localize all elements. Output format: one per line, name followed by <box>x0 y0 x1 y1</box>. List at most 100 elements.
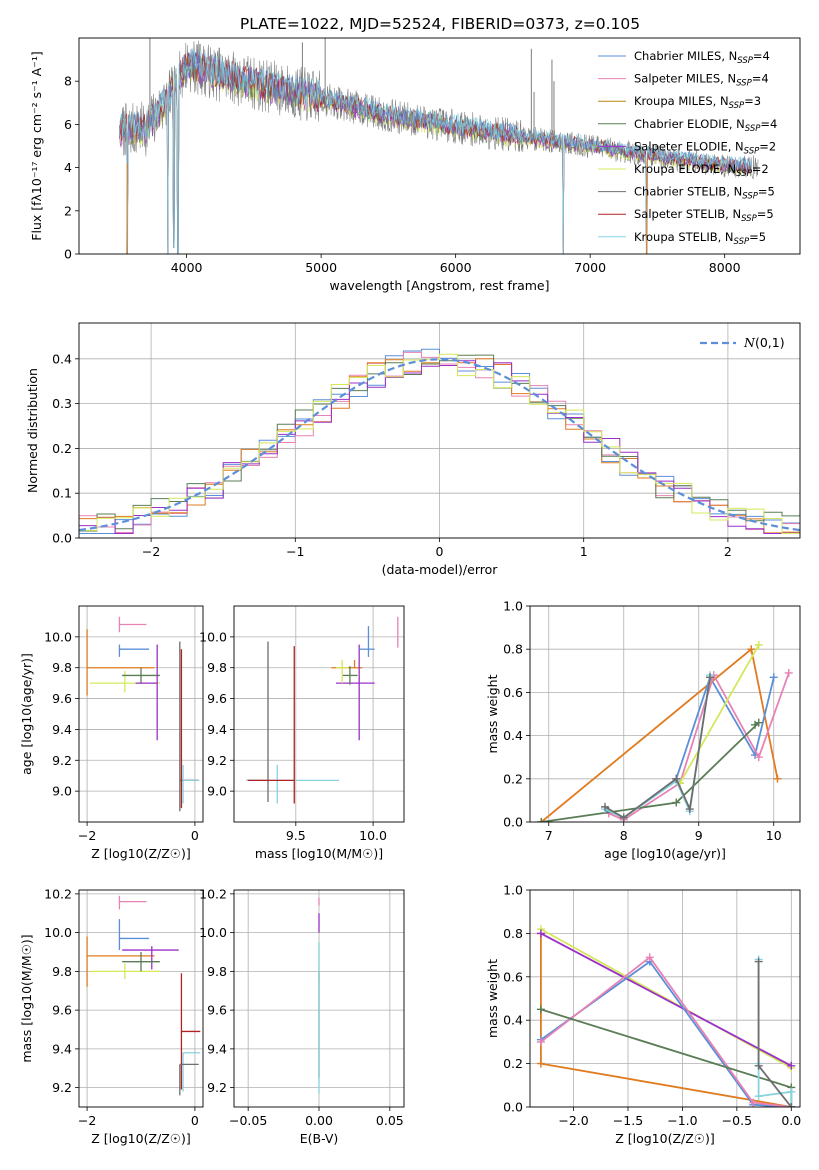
y-axis-label: Normed distribution <box>25 368 40 493</box>
x-tick-label: 5000 <box>305 260 337 275</box>
legend-entry: Salpeter MILES, NSSP=4 <box>634 72 769 89</box>
x-tick-label: −2.0 <box>558 1113 588 1128</box>
y-tick-label: 0.8 <box>503 926 523 941</box>
y-tick-label: 9.2 <box>207 1080 227 1095</box>
errorbar-point <box>86 936 155 987</box>
weight-series-line <box>604 677 711 819</box>
weight-marker <box>536 929 545 938</box>
errorbar-point <box>86 629 155 696</box>
panel-weight_vs_Z: −2.0 −1.5 −1.0 −0.5 0.0 0.0 0.2 0.4 0.6 0.8 1.0 Z [… <box>485 883 801 1147</box>
x-tick-label: 0.00 <box>305 1113 333 1128</box>
y-tick-label: 0.2 <box>503 771 523 786</box>
weight-marker <box>754 957 763 966</box>
y-axis-label: Flux [fλ10⁻¹⁷ erg cm⁻² s⁻¹ A⁻¹] <box>29 51 44 240</box>
weight-series-line <box>540 928 792 1069</box>
weight-series-line <box>540 1008 793 1107</box>
errorbar-point <box>246 641 269 802</box>
errorbar-point <box>89 963 160 980</box>
weight-marker <box>747 645 756 654</box>
errorbar-point <box>118 616 147 633</box>
weight-marker <box>754 1061 763 1070</box>
histogram-step <box>79 360 800 538</box>
panel-weight_vs_age: 7 8 9 10 0.0 0.2 0.4 0.6 0.8 1.0 age [log10(age/yr… <box>485 599 801 861</box>
y-tick-label: 9.4 <box>52 1041 72 1056</box>
x-axis-label: Z [log10(Z/Z☉)] <box>91 846 191 861</box>
y-axis-label: age [log10(age/yr)] <box>19 653 34 775</box>
axes-frame <box>529 605 801 823</box>
y-tick-label: 9.6 <box>207 1003 227 1018</box>
y-tick-label: 2 <box>64 203 72 218</box>
y-tick-label: 10.0 <box>199 629 227 644</box>
y-tick-label: 0.4 <box>503 1013 523 1028</box>
y-tick-label: 9.8 <box>207 964 227 979</box>
y-tick-label: 9.0 <box>207 784 227 799</box>
x-tick-label: −1.0 <box>667 1113 697 1128</box>
y-tick-label: 10.0 <box>44 629 72 644</box>
x-tick-label: −2 <box>78 1113 96 1128</box>
x-tick-label: −1 <box>286 544 304 559</box>
axes-frame <box>529 889 801 1108</box>
y-tick-label: 9.8 <box>52 660 72 675</box>
weight-marker <box>787 1103 796 1107</box>
panel-mass_vs_Z: −2 0 9.2 9.4 9.6 9.8 10.0 10.2 Z [log10(Z/Z☉)] ma… <box>19 886 204 1146</box>
x-tick-label: 8000 <box>709 260 741 275</box>
errorbar-point <box>122 946 179 970</box>
plot-area-residuals <box>79 348 800 538</box>
errorbar-point <box>336 660 349 684</box>
weight-series-line <box>679 644 760 784</box>
axes-frame <box>78 605 204 823</box>
errorbar-point <box>89 670 160 693</box>
legend-entry: N(0,1) <box>743 335 785 350</box>
plot-area-weight_vs_Z <box>536 925 796 1107</box>
x-tick-label: 4000 <box>171 260 203 275</box>
plot-area-age_vs_Z <box>86 616 200 812</box>
plot-area-weight_vs_age <box>537 640 793 822</box>
y-tick-label: 6 <box>64 117 72 132</box>
plot-area-spectrum <box>119 38 759 254</box>
y-tick-label: 9.2 <box>52 753 72 768</box>
x-tick-label: −0.5 <box>722 1113 752 1128</box>
weight-marker <box>787 1087 796 1096</box>
y-tick-label: 0 <box>64 247 72 262</box>
y-tick-label: 9.8 <box>207 660 227 675</box>
weight-marker <box>601 802 609 811</box>
weight-series-line <box>608 672 790 821</box>
x-tick-label: −2 <box>142 544 160 559</box>
weight-series-line <box>541 721 760 822</box>
x-tick-label: 0 <box>436 544 444 559</box>
panel-mass_vs_EBV: −0.05 0.00 0.05 9.2 9.4 9.6 9.8 10.0 10.2 E(B-V) <box>199 886 405 1146</box>
plot-area-age_vs_mass <box>246 616 399 804</box>
panel-spectrum: 4000 5000 6000 7000 8000 0 2 4 6 8 wavelength [Ang… <box>29 37 801 293</box>
weight-series-line <box>540 932 792 1067</box>
axes-frame <box>78 889 204 1108</box>
x-tick-label: 0.0 <box>781 1113 801 1128</box>
x-tick-label: −1.5 <box>613 1113 643 1128</box>
spectrum-model-edge <box>646 158 648 254</box>
y-tick-label: 9.6 <box>52 1003 72 1018</box>
weight-marker <box>751 720 759 729</box>
x-tick-label: −2 <box>78 828 96 843</box>
spectrum-model-line <box>119 48 752 254</box>
y-tick-label: 4 <box>64 160 72 175</box>
x-tick-label: 9.5 <box>286 828 306 843</box>
x-tick-label: 7 <box>545 828 553 843</box>
weight-marker <box>672 798 681 807</box>
y-tick-label: 0.4 <box>52 351 72 366</box>
errorbar-point <box>118 644 150 657</box>
panel-age_vs_Z: −2 0 9.0 9.2 9.4 9.6 9.8 10.0 Z [log10(Z/Z☉)] age… <box>19 605 204 861</box>
weight-marker <box>754 640 763 649</box>
y-axis-label: mass weight <box>485 674 500 753</box>
y-tick-label: 0.1 <box>52 486 72 501</box>
weight-marker <box>706 673 714 682</box>
y-tick-label: 9.2 <box>52 1080 72 1095</box>
y-tick-label: 9.4 <box>207 1041 227 1056</box>
axes-frame <box>233 889 405 1108</box>
y-tick-label: 9.2 <box>207 753 227 768</box>
y-tick-label: 10.0 <box>199 925 227 940</box>
weight-marker <box>754 753 763 762</box>
y-tick-label: 10.2 <box>44 886 72 901</box>
weight-marker <box>537 818 546 822</box>
weight-marker <box>685 805 694 814</box>
y-tick-label: 0.4 <box>503 728 523 743</box>
